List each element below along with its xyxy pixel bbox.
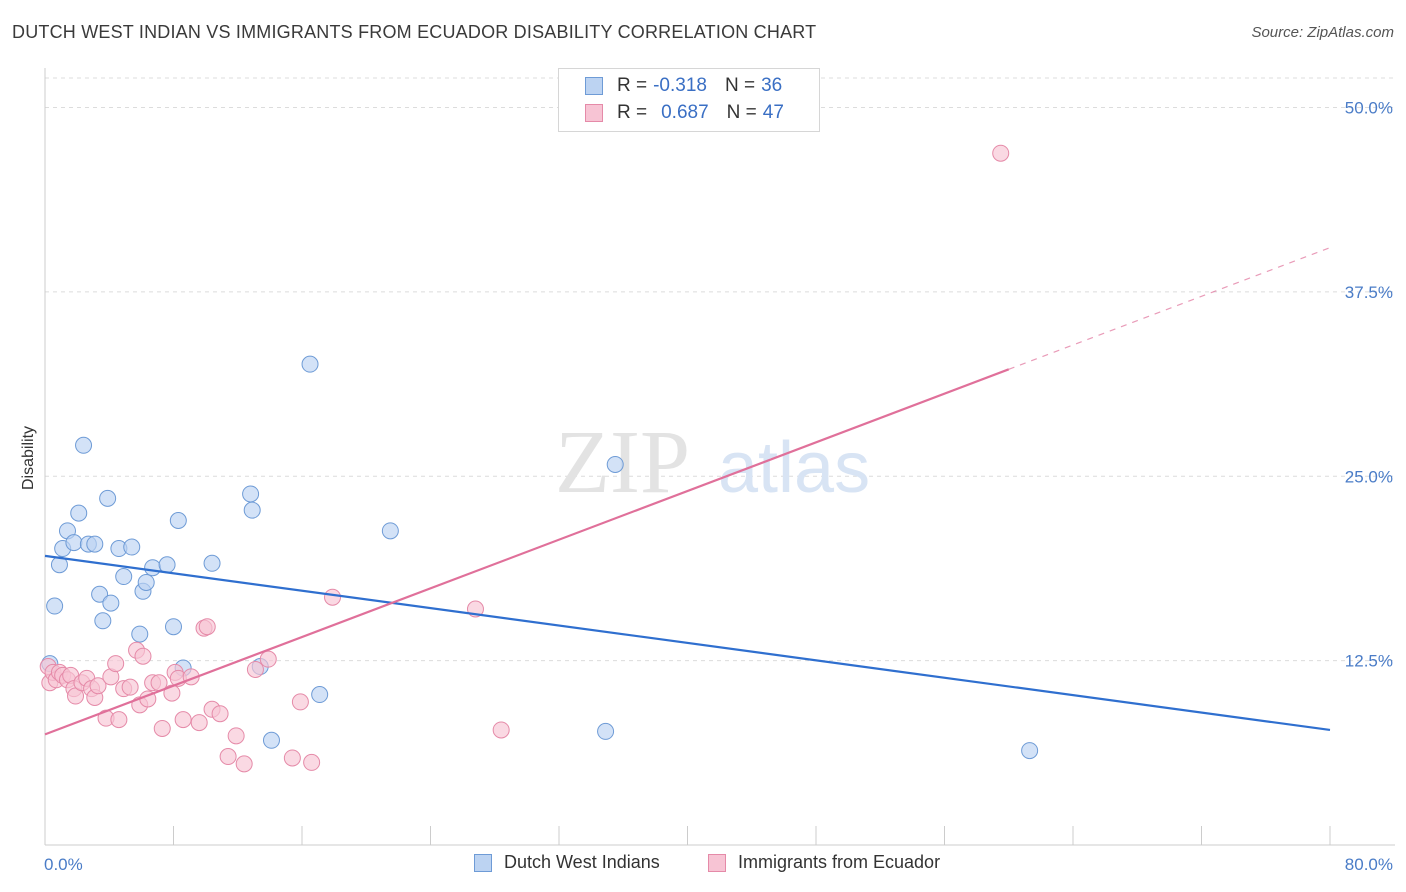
data-point bbox=[242, 485, 260, 503]
legend-row-immigrants-from-ecuador: R = 0.687 N = 47 bbox=[585, 100, 784, 126]
data-point bbox=[65, 534, 83, 552]
data-point bbox=[134, 647, 152, 665]
data-point bbox=[91, 585, 109, 603]
y-tick-label: 12.5% bbox=[1345, 652, 1393, 671]
data-point bbox=[311, 686, 329, 704]
data-point bbox=[190, 714, 208, 732]
data-point bbox=[492, 721, 510, 739]
data-point bbox=[137, 573, 155, 591]
data-point bbox=[131, 625, 149, 643]
data-point bbox=[219, 748, 237, 765]
y-tick-label: 50.0% bbox=[1345, 99, 1393, 118]
legend-row-dutch-west-indians: R = -0.318 N = 36 bbox=[585, 73, 782, 99]
data-point bbox=[1021, 742, 1039, 760]
data-point bbox=[227, 727, 245, 745]
series-legend: Dutch West Indians Immigrants from Ecuad… bbox=[0, 852, 1406, 876]
data-point bbox=[89, 677, 107, 695]
trend-lines bbox=[44, 247, 1331, 736]
y-tick-label: 37.5% bbox=[1345, 283, 1393, 302]
data-point bbox=[597, 722, 615, 740]
data-point bbox=[198, 618, 216, 636]
series-legend-swatch-blue bbox=[474, 853, 492, 872]
data-point bbox=[144, 559, 162, 577]
y-tick-label: 25.0% bbox=[1345, 467, 1393, 486]
x-tick-label: 80.0% bbox=[1345, 855, 1393, 874]
watermark-atlas: atlas bbox=[718, 428, 870, 508]
data-point bbox=[174, 711, 192, 729]
data-point bbox=[121, 678, 139, 696]
data-point bbox=[211, 705, 229, 723]
data-point bbox=[102, 594, 120, 612]
data-point bbox=[99, 489, 117, 507]
data-point bbox=[303, 753, 321, 771]
data-point bbox=[243, 501, 261, 519]
chart-source: Source: ZipAtlas.com bbox=[1251, 24, 1394, 41]
data-point bbox=[123, 538, 141, 556]
legend-r-label: R = bbox=[617, 75, 648, 96]
chart-title: DUTCH WEST INDIAN VS IMMIGRANTS FROM ECU… bbox=[12, 22, 817, 42]
legend-n-label: N = bbox=[726, 102, 757, 123]
data-point bbox=[246, 660, 264, 678]
data-point bbox=[86, 535, 104, 553]
tick-labels: 12.5% 25.0% 37.5% 50.0% 0.0% 80.0% bbox=[44, 99, 1393, 875]
data-point bbox=[291, 693, 309, 711]
data-point bbox=[70, 504, 88, 522]
data-point bbox=[46, 597, 64, 615]
data-point bbox=[94, 612, 112, 630]
data-point bbox=[606, 455, 624, 473]
legend-box: R = -0.318 N = 36 R = 0.687 N = 47 bbox=[558, 68, 820, 132]
data-point bbox=[283, 749, 301, 767]
data-point bbox=[158, 556, 176, 574]
legend-r-value: -0.318 bbox=[653, 75, 707, 96]
data-point bbox=[992, 144, 1010, 162]
trend-line bbox=[44, 368, 1010, 736]
series-legend-label: Immigrants from Ecuador bbox=[738, 852, 941, 872]
legend-r-label: R = bbox=[617, 102, 648, 123]
x-tick-label: 0.0% bbox=[44, 855, 83, 874]
y-axis-label: Disability bbox=[20, 426, 37, 490]
data-point bbox=[153, 719, 171, 737]
legend-n-label: N = bbox=[724, 75, 756, 96]
data-point bbox=[381, 522, 399, 540]
data-point bbox=[75, 436, 93, 454]
series-legend-item-dutch-west-indians: Dutch West Indians bbox=[474, 852, 660, 873]
legend-n-value: 47 bbox=[762, 102, 784, 123]
data-point bbox=[235, 755, 253, 773]
data-point bbox=[324, 588, 342, 606]
legend-swatch-pink bbox=[585, 104, 603, 122]
data-point bbox=[107, 655, 125, 673]
trend-line bbox=[44, 554, 1331, 732]
series-dutch-west-indians-points bbox=[41, 355, 1039, 760]
data-point bbox=[115, 568, 133, 586]
data-point bbox=[165, 618, 182, 636]
trend-line-extrapolated bbox=[1008, 247, 1331, 370]
data-point bbox=[301, 355, 319, 373]
data-point bbox=[110, 711, 128, 729]
series-legend-label: Dutch West Indians bbox=[504, 852, 660, 872]
axes bbox=[44, 68, 1395, 846]
legend-swatch-blue bbox=[585, 77, 603, 95]
data-point bbox=[203, 554, 221, 572]
data-point bbox=[262, 731, 280, 749]
series-legend-item-immigrants-from-ecuador: Immigrants from Ecuador bbox=[708, 852, 940, 873]
grid-lines bbox=[45, 77, 1395, 662]
data-point bbox=[163, 684, 181, 702]
series-legend-swatch-pink bbox=[708, 853, 726, 872]
legend-r-value: 0.687 bbox=[661, 102, 709, 123]
data-point bbox=[259, 650, 277, 668]
data-point bbox=[169, 512, 187, 529]
legend-n-value: 36 bbox=[761, 75, 783, 96]
